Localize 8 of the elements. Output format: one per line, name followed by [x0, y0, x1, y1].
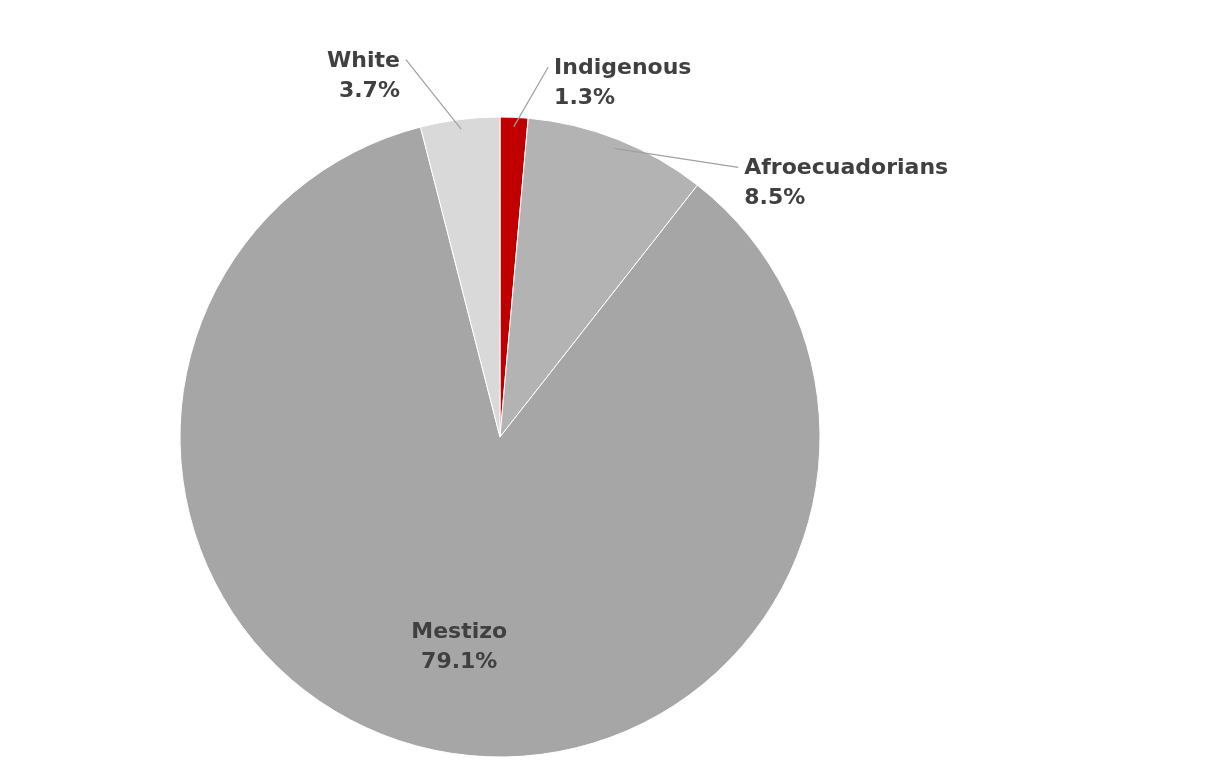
- slice-label: Afroecuadorians: [744, 154, 949, 180]
- data-label: 1.3%: [554, 84, 616, 110]
- data-label: 3.7%: [338, 76, 400, 102]
- slice-label: Mestizo: [411, 618, 508, 644]
- slice-label: Indigenous: [554, 54, 692, 80]
- data-label: 8.5%: [744, 184, 806, 210]
- slice-label: White: [327, 46, 400, 72]
- data-label: 79.1%: [421, 648, 498, 674]
